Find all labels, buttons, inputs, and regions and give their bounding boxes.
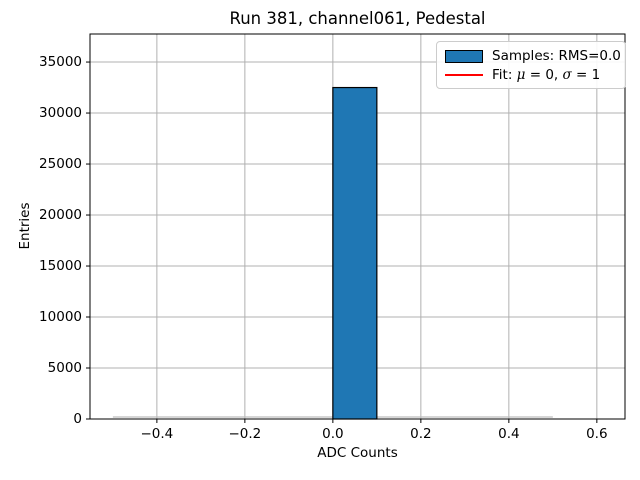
legend-fit-label: Fit: μ = 0, σ = 1 xyxy=(492,67,600,83)
y-tick-label: 35000 xyxy=(39,54,82,71)
y-tick-label: 15000 xyxy=(39,258,82,275)
x-axis-label: ADC Counts xyxy=(317,445,398,461)
x-tick-label: 0.6 xyxy=(586,426,608,442)
legend-fit-mu-value: = 0, xyxy=(525,67,563,83)
histogram-bar xyxy=(332,86,378,420)
legend-fit-mu-symbol: μ xyxy=(516,67,526,83)
legend-fit-prefix: Fit: xyxy=(492,67,517,83)
legend: Samples: RMS=0.0 Fit: μ = 0, σ = 1 xyxy=(436,41,626,89)
x-tick-label: −0.2 xyxy=(228,426,262,442)
legend-fit-sigma-value: = 1 xyxy=(571,67,601,83)
y-tick-label: 10000 xyxy=(39,309,82,325)
x-tick-label: 0.2 xyxy=(410,426,432,442)
y-tick-label: 5000 xyxy=(47,360,82,376)
x-tick-label: 0.4 xyxy=(498,426,520,442)
axes-frame xyxy=(89,33,626,420)
y-tick-label: 20000 xyxy=(39,207,82,224)
chart-title: Run 381, channel061, Pedestal xyxy=(229,9,486,28)
x-tick-label: 0.0 xyxy=(322,426,344,442)
legend-samples-label: Samples: RMS=0.0 xyxy=(492,48,621,64)
fit-line-swatch-icon xyxy=(445,74,483,76)
y-axis-label: Entries xyxy=(17,202,33,250)
y-tick-label: 30000 xyxy=(39,105,82,122)
x-tick-label: −0.4 xyxy=(140,426,174,442)
y-tick-label: 25000 xyxy=(39,156,82,173)
legend-entry-fit: Fit: μ = 0, σ = 1 xyxy=(445,66,617,84)
y-tick-label: 0 xyxy=(73,411,82,427)
legend-entry-samples: Samples: RMS=0.0 xyxy=(445,47,621,65)
legend-fit-sigma-symbol: σ xyxy=(562,67,572,83)
samples-histogram-swatch-icon xyxy=(445,49,483,63)
